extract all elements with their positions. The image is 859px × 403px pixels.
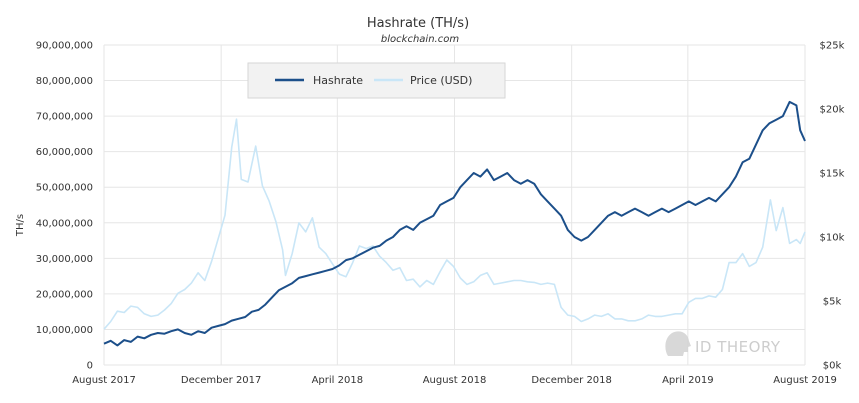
y2-tick-label: $15k bbox=[820, 169, 845, 180]
watermark: ID THEORY bbox=[665, 331, 781, 356]
y-axis-left: 0 10,000,000 20,000,000 30,000,000 40,000,00… bbox=[36, 41, 93, 372]
y-tick-label: 80,000,000 bbox=[36, 76, 93, 87]
gridlines bbox=[103, 44, 806, 366]
y-axis-right: $0k $5k $10k $15k $20k $25k bbox=[820, 41, 845, 372]
y-tick-label: 30,000,000 bbox=[36, 254, 93, 265]
y-tick-label: 90,000,000 bbox=[36, 41, 93, 52]
x-tick-label: April 2019 bbox=[662, 375, 713, 386]
y-tick-label: 50,000,000 bbox=[36, 183, 93, 194]
y-axis-title: TH/s bbox=[15, 214, 26, 237]
chart-title: Hashrate (TH/s) bbox=[367, 16, 469, 31]
y2-tick-label: $25k bbox=[820, 41, 845, 52]
y-tick-label: 0 bbox=[87, 361, 93, 372]
y-tick-label: 20,000,000 bbox=[36, 289, 93, 300]
y2-tick-label: $0k bbox=[823, 361, 842, 372]
watermark-text: ID THEORY bbox=[695, 338, 781, 356]
x-tick-label: December 2018 bbox=[531, 375, 611, 386]
x-tick-label: December 2017 bbox=[181, 375, 261, 386]
x-tick-label: April 2018 bbox=[312, 375, 363, 386]
series-line-price bbox=[103, 118, 806, 330]
legend: Hashrate Price (USD) bbox=[247, 62, 506, 99]
y-tick-label: 60,000,000 bbox=[36, 147, 93, 158]
series-line-hashrate bbox=[103, 100, 806, 347]
x-tick-label: August 2019 bbox=[773, 375, 837, 386]
head-profile-icon bbox=[665, 331, 691, 356]
y-tick-label: 70,000,000 bbox=[36, 112, 93, 123]
x-tick-label: August 2018 bbox=[423, 375, 487, 386]
y2-tick-label: $5k bbox=[823, 297, 842, 308]
y2-tick-label: $10k bbox=[820, 233, 845, 244]
y2-tick-label: $20k bbox=[820, 105, 845, 116]
series-layer bbox=[103, 100, 806, 347]
y-tick-label: 40,000,000 bbox=[36, 218, 93, 229]
legend-label-hashrate: Hashrate bbox=[313, 74, 363, 87]
x-tick-label: August 2017 bbox=[72, 375, 136, 386]
chart-subtitle: blockchain.com bbox=[381, 34, 459, 45]
legend-label-price: Price (USD) bbox=[410, 74, 472, 87]
y-tick-label: 10,000,000 bbox=[36, 325, 93, 336]
x-axis: August 2017 December 2017 April 2018 August… bbox=[72, 375, 837, 386]
